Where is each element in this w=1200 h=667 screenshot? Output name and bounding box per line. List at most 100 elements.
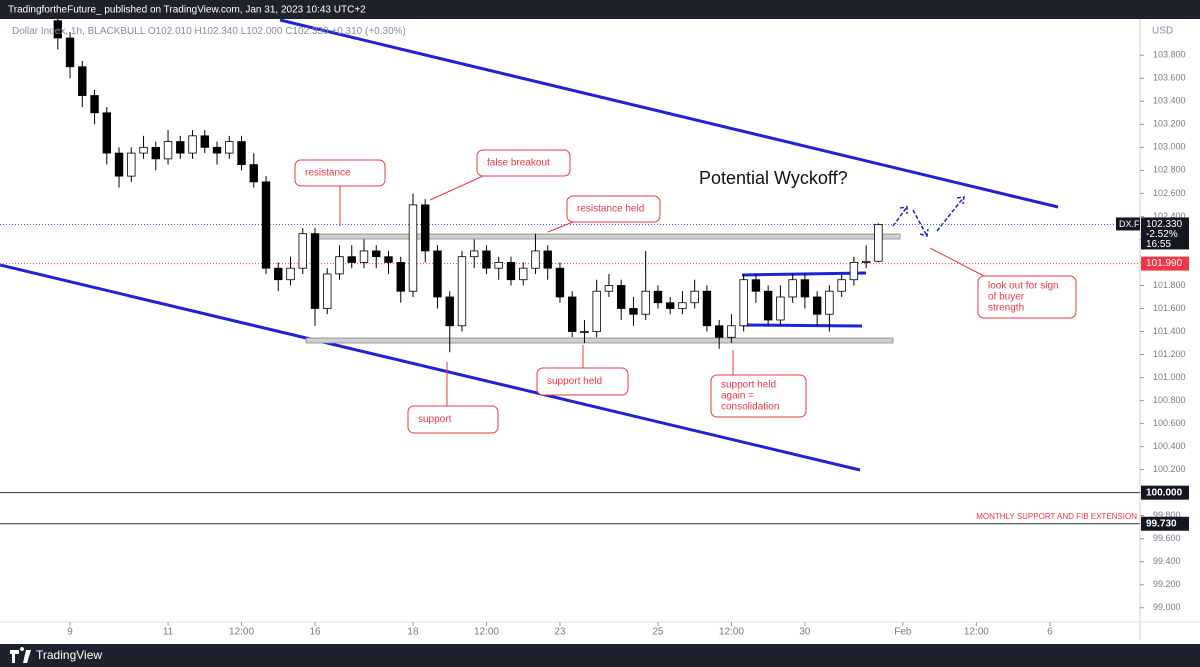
candle-body	[519, 267, 528, 281]
callout-text: consolidation	[721, 402, 779, 413]
candle-body	[114, 152, 124, 177]
candle-body	[261, 181, 271, 269]
candle-body	[690, 290, 699, 304]
candle-body	[874, 224, 883, 262]
candle-body	[200, 135, 209, 148]
candle-body	[53, 20, 63, 39]
candle-body	[188, 135, 197, 154]
x-tick-label: 25	[652, 627, 664, 638]
candle-body	[568, 296, 577, 332]
candle-body	[739, 279, 748, 327]
callout-text: support held	[721, 380, 776, 391]
callout-box	[294, 159, 386, 187]
range-line	[741, 323, 863, 328]
y-tick-label: 100.600	[1153, 418, 1186, 428]
callout-box	[977, 275, 1077, 319]
candle-body	[702, 290, 712, 327]
callout-text: support	[418, 414, 452, 425]
candle-body	[482, 250, 491, 269]
candle-body	[445, 296, 454, 327]
chart-title: Potential Wyckoff?	[699, 168, 848, 188]
candle-body	[727, 325, 736, 338]
candle-body	[372, 250, 381, 258]
support-zone	[305, 337, 894, 344]
x-tick-label: 9	[67, 627, 73, 638]
x-tick-label: 12:00	[964, 627, 989, 638]
y-tick-label: 102.400	[1153, 211, 1186, 221]
candle-body	[837, 279, 846, 292]
candle-body	[163, 141, 173, 160]
callout-text: look out for sign	[988, 281, 1059, 292]
callout-pointer	[429, 175, 484, 201]
drawings	[0, 18, 1059, 472]
callout-box	[710, 374, 807, 418]
candle-body	[249, 164, 258, 183]
y-tick-label: 101.200	[1153, 349, 1186, 359]
header-bar	[0, 0, 1200, 19]
candle-body	[139, 146, 148, 154]
callout-text: false breakout	[487, 158, 550, 169]
level-label-bg	[1141, 516, 1189, 531]
open: O102.010	[148, 26, 192, 37]
candle-body	[604, 285, 614, 292]
projection-arrows	[892, 196, 965, 237]
callout-text: support held	[547, 376, 602, 387]
candle-body	[225, 141, 234, 154]
candle-body	[298, 233, 307, 269]
ohlc-legend: Dollar Index, 1h, BLACKBULL O102.010 H10…	[12, 26, 406, 37]
y-tick-label: 99.800	[1153, 510, 1181, 520]
candle-body	[176, 141, 185, 154]
symbol: Dollar Index, 1h, BLACKBULL	[12, 26, 146, 37]
callout-box	[476, 149, 571, 177]
price-axis	[1140, 0, 1200, 640]
callout-box	[536, 367, 629, 396]
candle-body	[763, 290, 773, 321]
level-label-bg	[1141, 485, 1189, 500]
y-tick-label: 103.800	[1153, 50, 1186, 60]
candle-body	[641, 290, 650, 315]
candle-body	[347, 256, 356, 263]
candle-body	[678, 302, 687, 309]
candle-body	[286, 267, 295, 281]
candle-body	[274, 267, 283, 281]
candle-body	[506, 262, 516, 281]
y-tick-label: 103.600	[1153, 73, 1186, 83]
x-tick-label: 12:00	[719, 627, 744, 638]
range-line	[741, 271, 867, 277]
callout-pointer	[547, 221, 574, 233]
callout-text: resistance	[305, 168, 351, 179]
y-tick-label: 100.200	[1153, 464, 1186, 474]
candle-body	[421, 204, 430, 252]
y-tick-label: 101.600	[1153, 303, 1186, 313]
callout-pointer	[929, 247, 985, 277]
change-label: -2.52%	[1146, 229, 1178, 240]
callout-text: again =	[721, 391, 754, 402]
y-tick-label: 103.200	[1153, 119, 1186, 129]
level-label: 99.730	[1146, 518, 1177, 529]
x-tick-label: 12:00	[474, 627, 499, 638]
candle-body	[470, 250, 479, 258]
header-text: TradingfortheFuture_ published on Tradin…	[8, 5, 366, 16]
candle-body	[812, 296, 822, 315]
last-price-bg	[1141, 217, 1189, 250]
candle-body	[531, 250, 540, 269]
low: L102.000	[241, 26, 283, 37]
candle-body	[714, 325, 724, 338]
candle-body	[580, 331, 589, 333]
y-tick-label: 101.800	[1153, 280, 1186, 290]
y-tick-label: 99.600	[1153, 533, 1181, 543]
candle-body	[616, 285, 626, 309]
close: C102.330	[285, 26, 329, 37]
trend-line	[279, 18, 1059, 209]
candle-body	[665, 302, 675, 309]
candle-body	[494, 262, 503, 269]
symbol-label-bg	[1116, 217, 1140, 231]
arrow	[892, 206, 908, 227]
arrow	[936, 196, 965, 232]
trend-line	[0, 263, 861, 472]
candle-body	[800, 279, 810, 298]
last-price-label: 102.330	[1146, 219, 1183, 230]
candle-body	[359, 250, 369, 263]
